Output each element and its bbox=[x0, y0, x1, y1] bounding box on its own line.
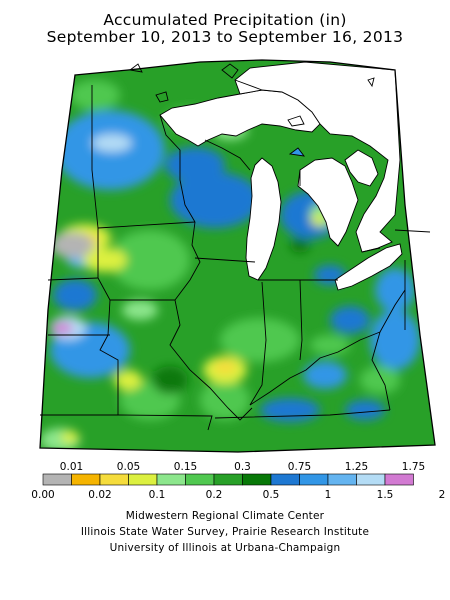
legend-swatch-12 bbox=[384, 473, 414, 486]
legend-lower-label: 0.02 bbox=[88, 489, 111, 501]
legend-upper-label: 1.75 bbox=[402, 461, 425, 473]
legend-lower-label: 0.5 bbox=[263, 489, 280, 501]
legend-color-boxes bbox=[42, 473, 414, 486]
legend-upper-label: 0.75 bbox=[288, 461, 311, 473]
legend-lower-label: 0.00 bbox=[31, 489, 54, 501]
lake-superior bbox=[159, 89, 321, 147]
legend-swatch-4 bbox=[156, 473, 186, 486]
legend-upper-label: 0.01 bbox=[60, 461, 83, 473]
credit-line-3: University of Illinois at Urbana-Champai… bbox=[109, 542, 341, 554]
legend-swatch-10 bbox=[327, 473, 357, 486]
precipitation-map bbox=[39, 59, 436, 453]
legend-swatch-6 bbox=[213, 473, 243, 486]
color-legend: 0.01 0.05 0.15 0.3 0.75 1.25 1.75 0.00 0.02 0.1 0… bbox=[31, 461, 445, 501]
lake-erie bbox=[334, 243, 403, 291]
legend-upper-label: 0.15 bbox=[174, 461, 197, 473]
legend-lower-label: 2 bbox=[439, 489, 446, 501]
legend-upper-label: 0.05 bbox=[117, 461, 140, 473]
legend-swatch-3 bbox=[128, 473, 158, 486]
legend-swatch-9 bbox=[299, 473, 329, 486]
legend-lower-label: 1.5 bbox=[377, 489, 394, 501]
legend-swatch-8 bbox=[270, 473, 300, 486]
legend-lower-label: 0.1 bbox=[149, 489, 166, 501]
legend-swatch-1 bbox=[71, 473, 101, 486]
legend-swatch-5 bbox=[185, 473, 215, 486]
legend-lower-label: 0.2 bbox=[206, 489, 223, 501]
legend-upper-label: 1.25 bbox=[345, 461, 368, 473]
map-date-range: September 10, 2013 to September 16, 2013 bbox=[46, 28, 404, 46]
map-title: Accumulated Precipitation (in) bbox=[103, 11, 347, 29]
legend-upper-labels: 0.01 0.05 0.15 0.3 0.75 1.25 1.75 bbox=[60, 461, 425, 473]
legend-swatch-7 bbox=[242, 473, 272, 486]
great-lakes bbox=[159, 61, 403, 291]
lake-huron bbox=[297, 157, 359, 247]
legend-swatch-0 bbox=[42, 473, 72, 486]
lake-michigan bbox=[245, 157, 282, 281]
credit-line-2: Illinois State Water Survey, Prairie Res… bbox=[80, 526, 370, 538]
legend-swatch-2 bbox=[99, 473, 129, 486]
map-frame bbox=[39, 59, 436, 453]
legend-lower-label: 1 bbox=[325, 489, 332, 501]
legend-lower-labels: 0.00 0.02 0.1 0.2 0.5 1 1.5 2 bbox=[31, 489, 445, 501]
legend-swatch-11 bbox=[356, 473, 386, 486]
state-boundaries bbox=[40, 79, 431, 431]
credit-line-1: Midwestern Regional Climate Center bbox=[125, 510, 325, 522]
legend-upper-label: 0.3 bbox=[234, 461, 251, 473]
coast-details bbox=[128, 63, 375, 157]
